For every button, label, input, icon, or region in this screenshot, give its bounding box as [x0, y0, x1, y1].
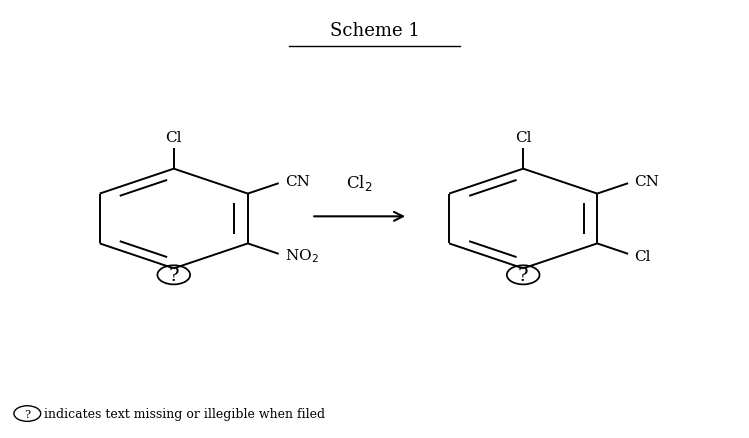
Text: Scheme 1: Scheme 1 — [330, 22, 419, 40]
Text: CN: CN — [285, 175, 309, 189]
Text: CN: CN — [634, 175, 659, 189]
Text: Cl: Cl — [515, 131, 532, 145]
Text: Cl$_2$: Cl$_2$ — [346, 173, 373, 193]
Text: ?: ? — [518, 266, 529, 284]
Text: ?: ? — [24, 409, 30, 419]
Text: Cl: Cl — [166, 131, 182, 145]
Text: indicates text missing or illegible when filed: indicates text missing or illegible when… — [43, 407, 325, 420]
Text: ?: ? — [169, 266, 179, 284]
Text: Cl: Cl — [634, 249, 651, 263]
Text: NO$_2$: NO$_2$ — [285, 247, 318, 265]
